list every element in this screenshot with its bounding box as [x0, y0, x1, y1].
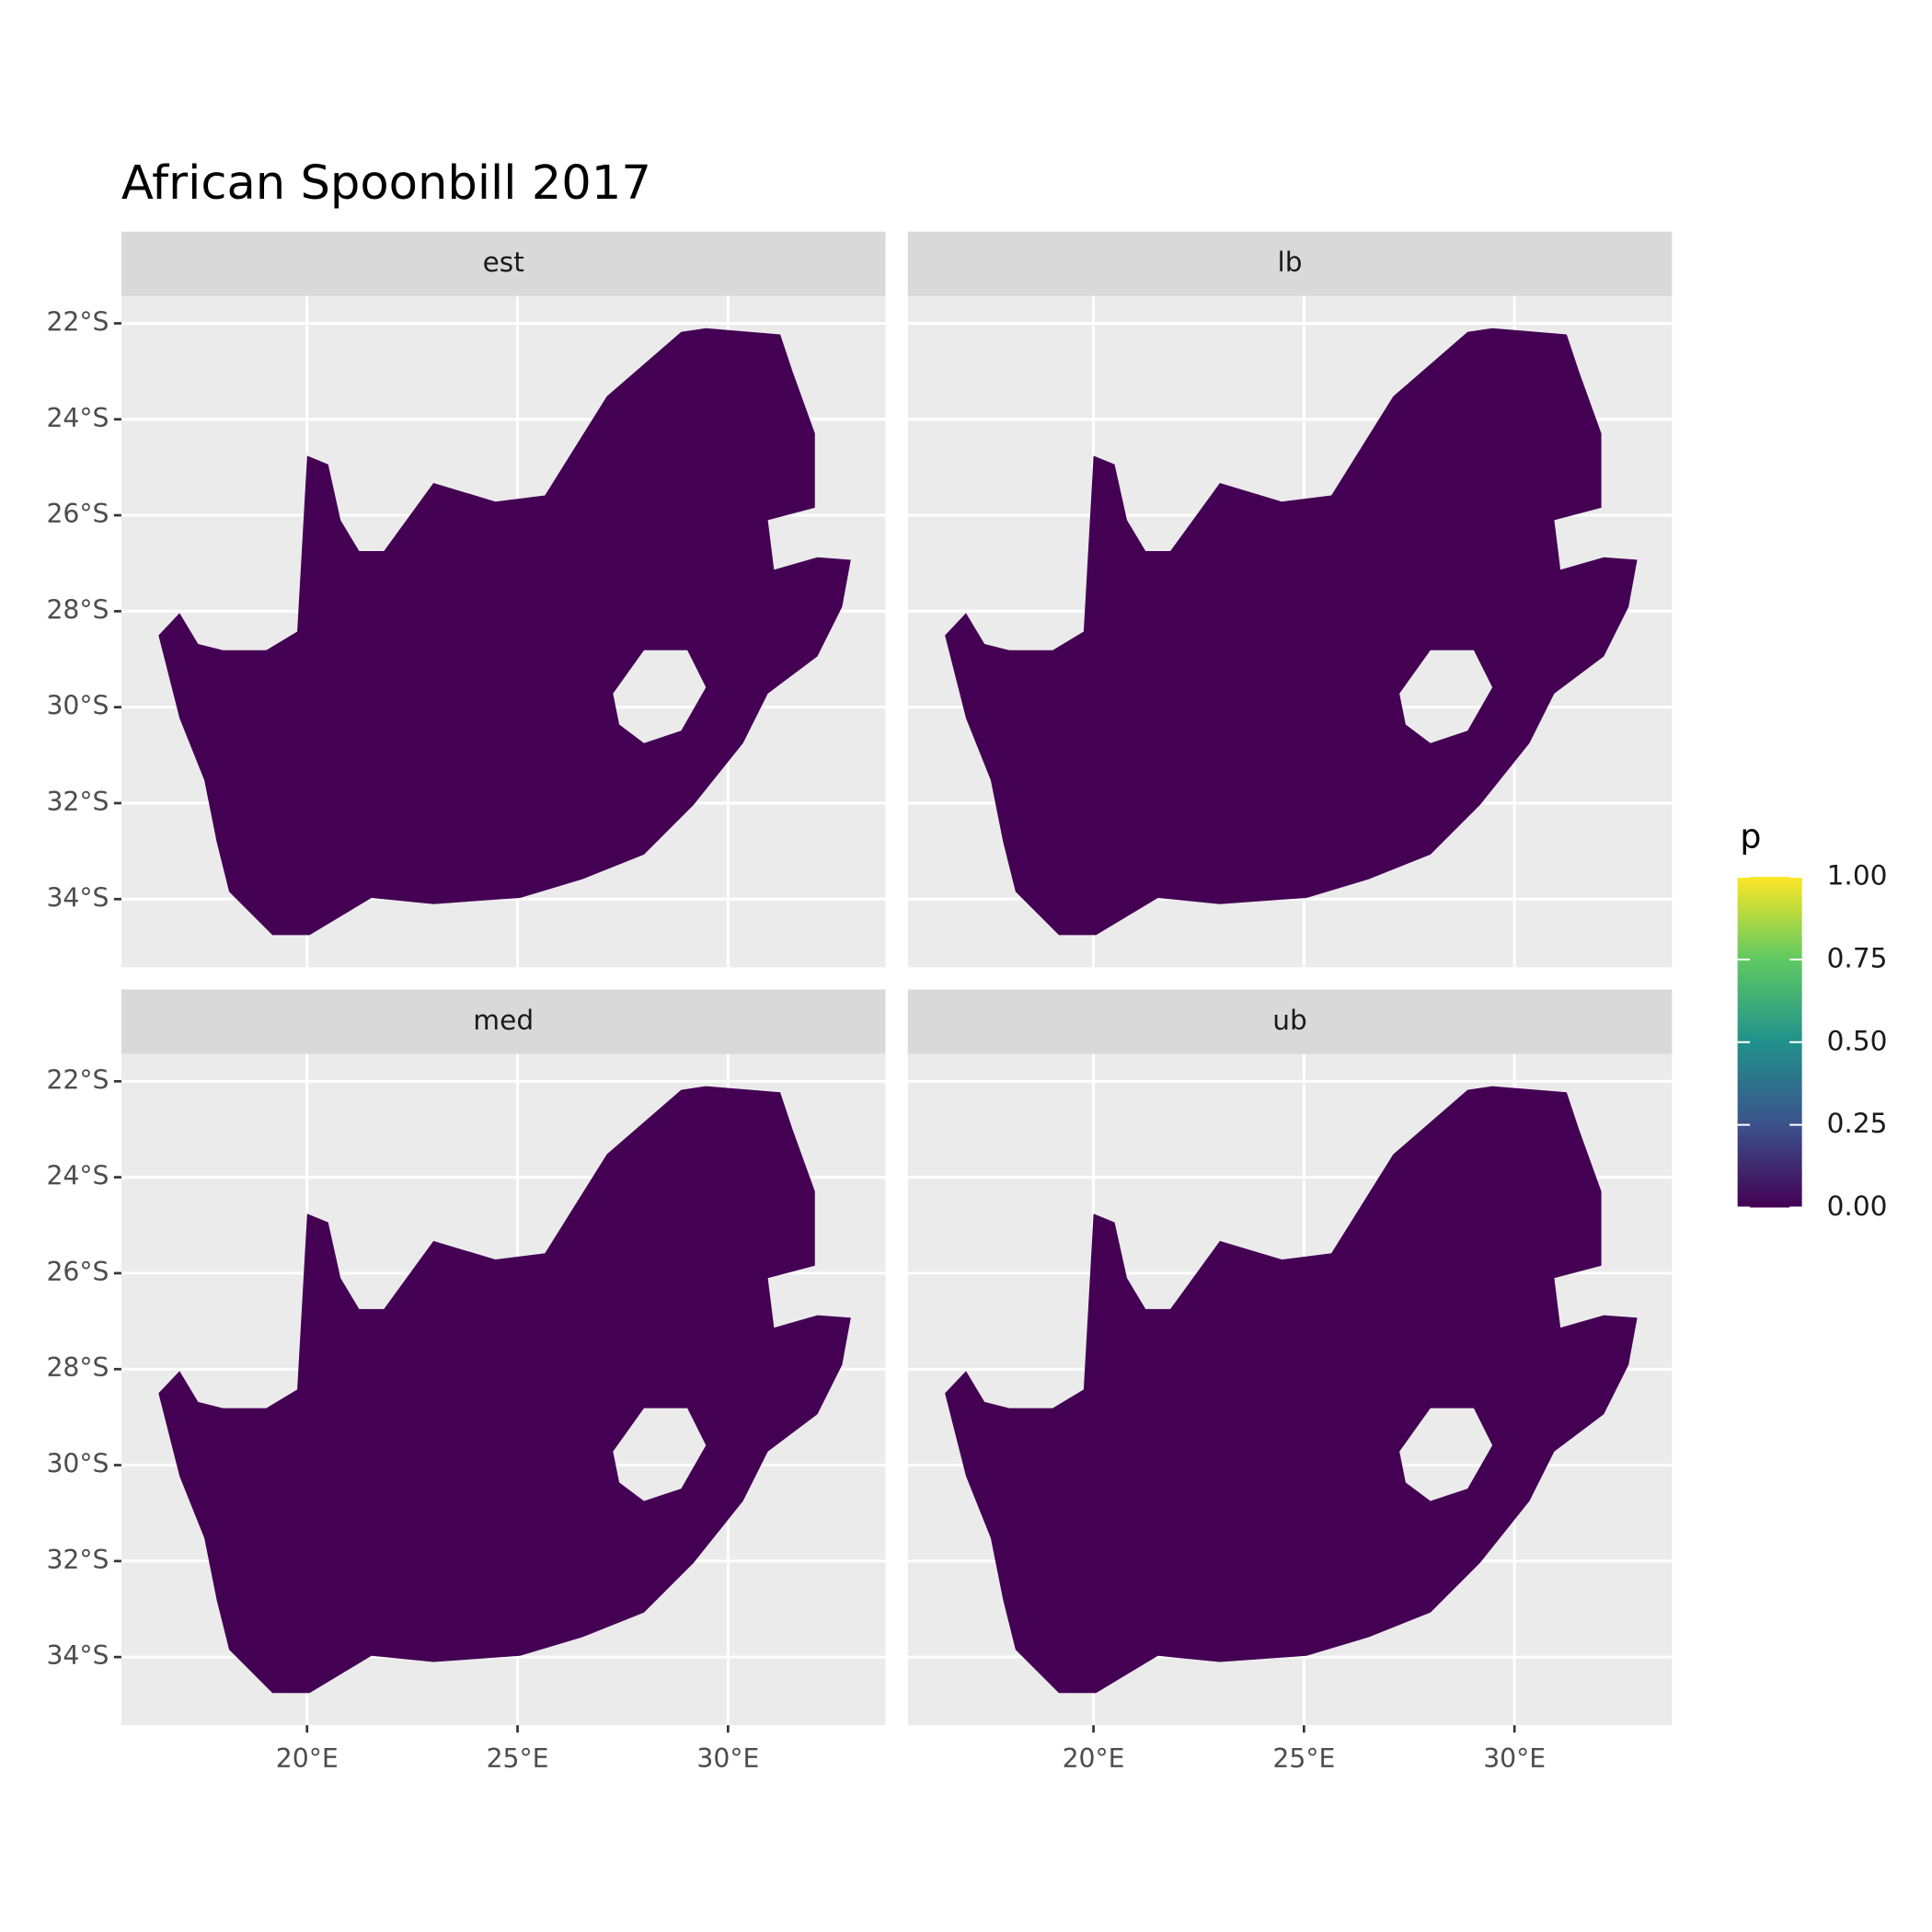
legend-label: 0.00 — [1827, 1190, 1888, 1222]
y-tick-label: 28°S — [46, 594, 109, 625]
y-tick-label: 26°S — [46, 1257, 109, 1287]
strip — [907, 231, 1673, 296]
y-tick-label: 24°S — [46, 1161, 109, 1191]
legend-label: 0.25 — [1827, 1108, 1888, 1139]
y-tick-label: 28°S — [46, 1352, 109, 1383]
strip-label: med — [473, 1005, 534, 1036]
y-tick-label: 22°S — [46, 306, 109, 337]
strip — [907, 989, 1673, 1054]
strip-label: ub — [1272, 1005, 1307, 1036]
y-tick-label: 32°S — [46, 787, 109, 817]
x-tick-label: 25°E — [1272, 1743, 1335, 1774]
x-tick-label: 25°E — [487, 1743, 549, 1774]
legend-title: p — [1740, 816, 1761, 856]
legend-label: 0.75 — [1827, 942, 1888, 973]
y-tick-label: 34°S — [46, 1640, 109, 1671]
strip-label: est — [483, 247, 524, 278]
y-tick-label: 22°S — [46, 1064, 109, 1095]
chart-title: African Spoonbill 2017 — [121, 156, 651, 211]
y-tick-label: 30°S — [46, 691, 109, 721]
y-tick-label: 32°S — [46, 1545, 109, 1575]
y-tick-label: 30°S — [46, 1449, 109, 1479]
x-tick-label: 30°E — [696, 1743, 759, 1774]
x-tick-label: 20°E — [1063, 1743, 1125, 1774]
legend-label: 0.50 — [1827, 1025, 1888, 1056]
strip — [121, 231, 886, 296]
legend-label: 1.00 — [1827, 860, 1888, 891]
x-tick-label: 20°E — [276, 1743, 339, 1774]
strip-label: lb — [1278, 247, 1303, 278]
strip — [121, 989, 886, 1054]
y-tick-label: 26°S — [46, 499, 109, 529]
y-tick-label: 24°S — [46, 403, 109, 433]
x-tick-label: 30°E — [1483, 1743, 1546, 1774]
y-tick-label: 34°S — [46, 882, 109, 913]
